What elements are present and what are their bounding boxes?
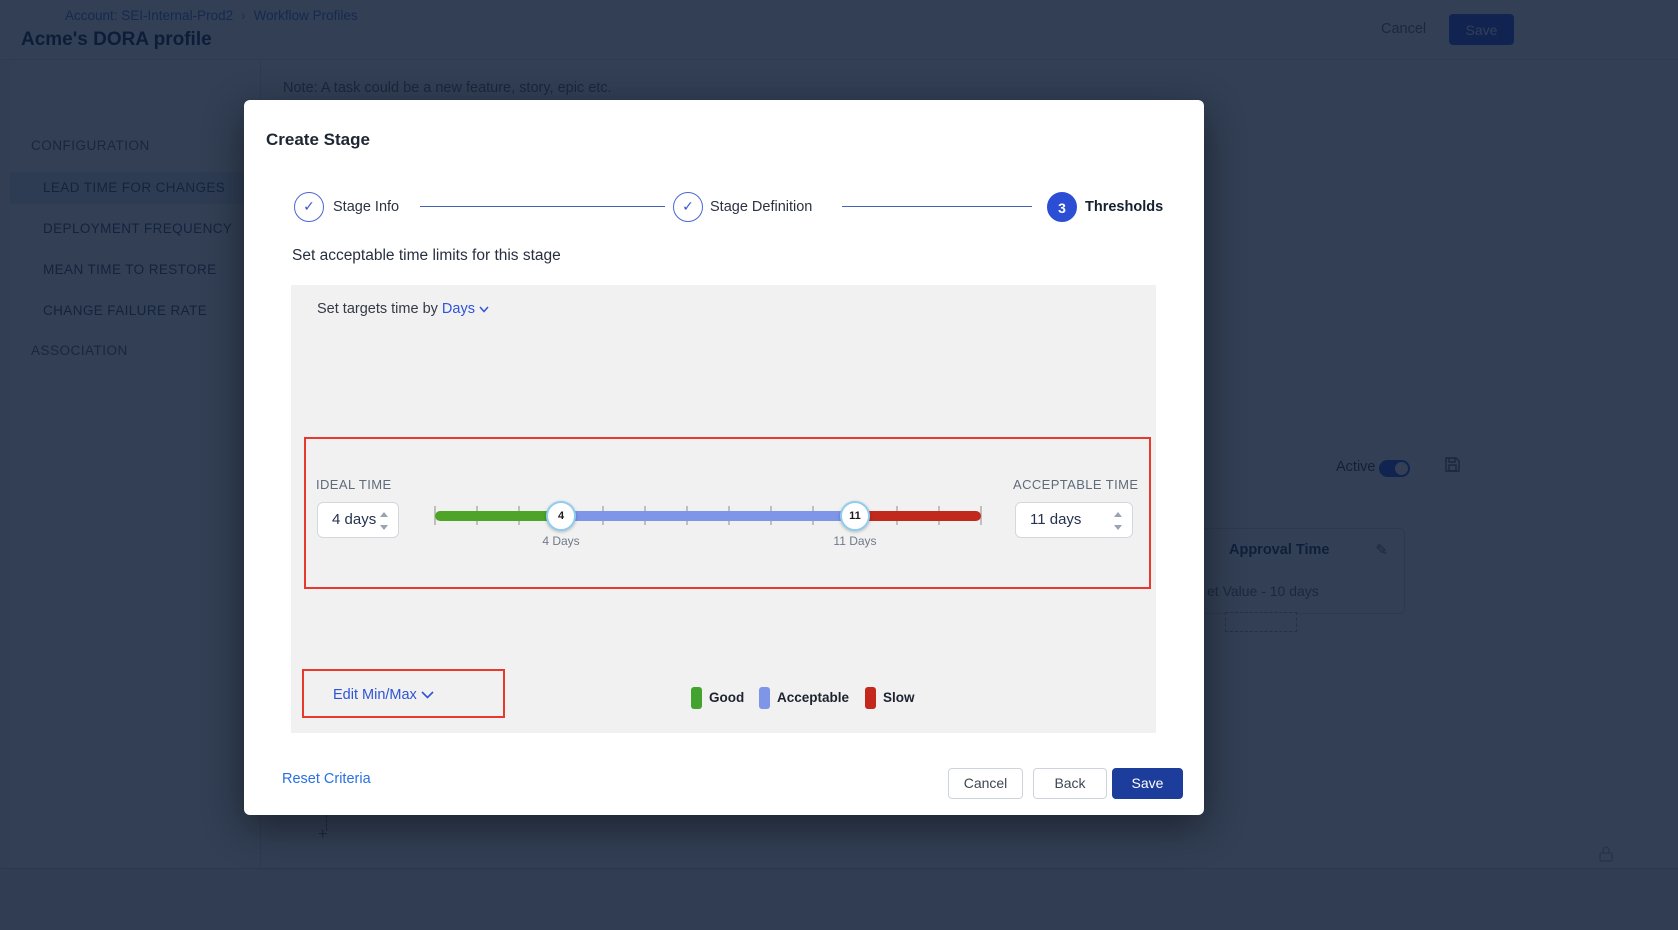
spin-up-icon[interactable] (1114, 512, 1122, 517)
spin-down-icon[interactable] (380, 525, 388, 530)
modal-save-button[interactable]: Save (1112, 768, 1183, 799)
step2-label[interactable]: Stage Definition (710, 199, 813, 215)
legend-slow-swatch (865, 687, 876, 709)
check-icon: ✓ (682, 198, 694, 214)
step3-label[interactable]: Thresholds (1085, 199, 1164, 215)
modal-cancel-button[interactable]: Cancel (948, 768, 1023, 799)
modal-title: Create Stage (266, 130, 370, 149)
step-connector-line (842, 206, 1032, 207)
acceptable-time-input[interactable]: 11 days (1015, 502, 1133, 538)
step3-number-circle[interactable]: 3 (1047, 192, 1077, 222)
chevron-down-icon (479, 306, 489, 313)
slider-high-caption: 11 Days (833, 534, 877, 548)
legend-good-label: Good (709, 690, 745, 705)
acceptable-time-value: 11 days (1030, 511, 1082, 528)
targets-unit-dropdown[interactable]: Days (442, 301, 489, 317)
ideal-time-label: IDEAL TIME (316, 477, 392, 492)
set-targets-row: Set targets time by Days (317, 301, 489, 317)
ideal-time-value: 4 days (332, 511, 377, 528)
check-icon: ✓ (303, 198, 315, 214)
slider-acceptable-segment (561, 511, 855, 521)
legend-acceptable-label: Acceptable (777, 690, 850, 705)
edit-minmax-dropdown[interactable]: Edit Min/Max (333, 687, 434, 703)
set-targets-label: Set targets time by (317, 301, 438, 317)
step-connector-line (420, 206, 665, 207)
step1-label[interactable]: Stage Info (333, 199, 400, 215)
slider-low-caption: 4 Days (542, 534, 580, 548)
step2-check-circle[interactable]: ✓ (673, 192, 703, 222)
legend-acceptable-swatch (759, 687, 770, 709)
legend-slow-label: Slow (883, 690, 915, 705)
slider-handle-high[interactable]: 11 (840, 501, 870, 531)
slider-handle-low[interactable]: 4 (546, 501, 576, 531)
modal-heading: Set acceptable time limits for this stag… (292, 247, 561, 264)
chevron-down-icon (421, 691, 434, 699)
reset-criteria-link[interactable]: Reset Criteria (282, 771, 371, 787)
ideal-time-input[interactable]: 4 days (317, 502, 399, 538)
spin-down-icon[interactable] (1114, 525, 1122, 530)
slider-slow-segment (855, 511, 981, 521)
ideal-time-stepper[interactable] (380, 510, 390, 532)
thresholds-panel: Set targets time by Days IDEAL TIME 4 da… (291, 285, 1156, 733)
acceptable-time-label: ACCEPTABLE TIME (1013, 477, 1139, 492)
spin-up-icon[interactable] (380, 512, 388, 517)
slider-good-segment (435, 511, 561, 521)
modal-back-button[interactable]: Back (1033, 768, 1107, 799)
legend-good-swatch (691, 687, 702, 709)
acceptable-time-stepper[interactable] (1114, 510, 1124, 532)
create-stage-modal: Create Stage ✓ Stage Info ✓ Stage Defini… (244, 100, 1204, 815)
step1-check-circle[interactable]: ✓ (294, 192, 324, 222)
